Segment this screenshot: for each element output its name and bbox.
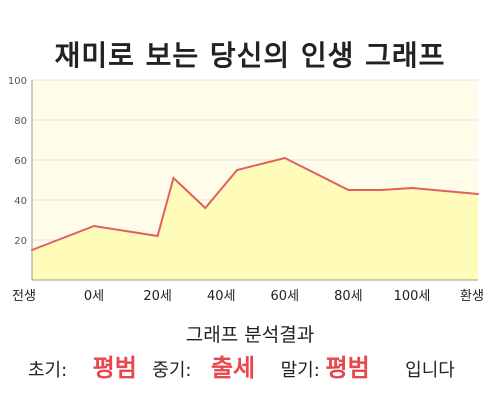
y-tick-labels: 20 40 60 80 100 — [8, 76, 27, 247]
data-point — [172, 177, 175, 179]
data-point — [379, 189, 382, 191]
y-tick-label: 40 — [14, 196, 27, 207]
y-tick-label: 20 — [14, 236, 27, 247]
x-tick-label: 80세 — [334, 289, 363, 304]
x-tick-label: 0세 — [84, 289, 104, 304]
data-point — [477, 193, 479, 195]
result-suffix: 입니다 — [405, 360, 455, 381]
data-point — [283, 157, 286, 159]
early-label: 초기: — [28, 360, 68, 381]
x-tick-label: 전생 — [12, 289, 36, 304]
mid-value: 출세 — [210, 354, 256, 382]
data-point — [315, 173, 318, 175]
data-point — [156, 235, 159, 237]
x-tick-labels: 전생 0세 20세 40세 60세 80세 100세 환생 — [12, 289, 484, 304]
late-value: 평범 — [325, 354, 370, 382]
x-tick-label: 20세 — [143, 289, 172, 304]
data-point — [347, 189, 350, 191]
life-line — [31, 156, 479, 251]
x-tick-label: 40세 — [207, 289, 236, 304]
data-point — [204, 207, 207, 209]
x-tick-label: 100세 — [394, 289, 431, 304]
life-area-fill — [32, 158, 478, 280]
y-tick-label: 60 — [14, 156, 27, 167]
data-point — [31, 249, 33, 251]
data-point — [93, 225, 95, 227]
x-tick-label: 환생 — [460, 289, 484, 304]
data-point — [411, 187, 413, 189]
mid-label: 중기: — [152, 360, 192, 381]
data-point — [236, 169, 239, 171]
y-tick-label: 80 — [14, 116, 27, 127]
analysis-heading: 그래프 분석결과 — [185, 324, 315, 346]
y-tick-label: 100 — [8, 76, 27, 87]
early-value: 평범 — [92, 354, 137, 382]
late-label: 말기: — [280, 360, 320, 381]
analysis-result: 초기: 평범 중기: 출세 말기: 평범 입니다 — [28, 348, 488, 383]
x-tick-label: 60세 — [271, 289, 300, 304]
page-title: 재미로 보는 당신의 인생 그래프 — [54, 39, 446, 72]
